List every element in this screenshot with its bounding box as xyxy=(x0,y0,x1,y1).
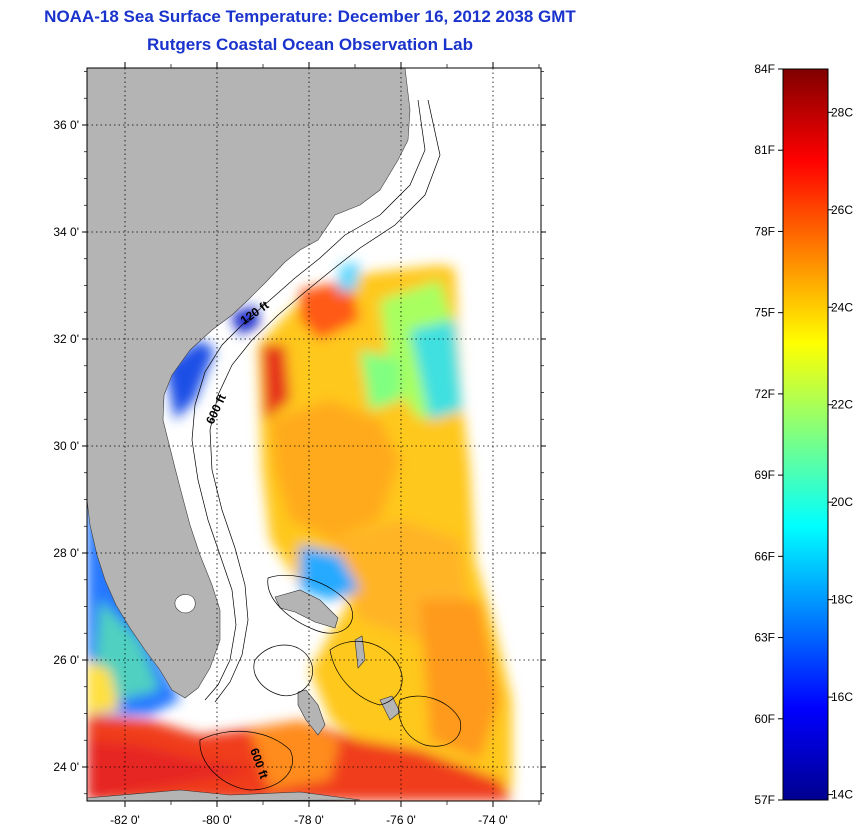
longitude-axis: -82 0' -80 0' -78 0' -76 0' -74 0' xyxy=(110,62,540,827)
lon-tick-label: -78 0' xyxy=(294,813,324,827)
latitude-axis: 36 0' 34 0' 32 0' 30 0' 28 0' 26 0' 24 0' xyxy=(53,71,546,795)
sst-cool-patch xyxy=(300,545,360,600)
contour-bank xyxy=(329,641,403,706)
colorbar-c-label: 14C xyxy=(831,788,853,802)
contour-bank xyxy=(253,644,313,697)
andros-island xyxy=(297,689,326,736)
us-southeast-landmass xyxy=(87,68,411,699)
sst-warm-patch xyxy=(262,345,290,420)
colorbar-f-label: 84F xyxy=(754,62,775,76)
colorbar-fahrenheit-axis: 84F 81F 78F 75F 72F 69F 66F 63F 60F 57F xyxy=(754,62,783,807)
contour-deep xyxy=(199,730,293,791)
sst-gulf-warm xyxy=(87,660,120,715)
lat-tick-label: 24 0' xyxy=(53,760,79,774)
sst-patch xyxy=(270,400,400,540)
lat-tick-label: 36 0' xyxy=(53,118,79,132)
colorbar-f-label: 60F xyxy=(754,712,775,726)
colorbar-f-label: 75F xyxy=(754,306,775,320)
lat-tick-label: 28 0' xyxy=(53,546,79,560)
sst-nearshore-cold xyxy=(230,305,260,335)
colorbar-c-label: 20C xyxy=(831,495,853,509)
lon-tick-label: -74 0' xyxy=(478,813,508,827)
colorbar-f-label: 57F xyxy=(754,793,775,807)
contour-600ft xyxy=(209,99,441,703)
sst-patch xyxy=(250,720,340,790)
colorbar-c-label: 16C xyxy=(831,690,853,704)
colorbar-c-label: 24C xyxy=(831,300,853,314)
colorbar-f-label: 69F xyxy=(754,468,775,482)
sst-cool-patch xyxy=(410,320,462,420)
lon-tick-label: -80 0' xyxy=(202,813,232,827)
map-title: NOAA-18 Sea Surface Temperature: Decembe… xyxy=(44,7,576,26)
colorbar-c-label: 18C xyxy=(831,593,853,607)
colorbar-c-label: 26C xyxy=(831,203,853,217)
lon-tick-label: -82 0' xyxy=(110,813,140,827)
contour-bank xyxy=(398,695,462,747)
lat-tick-label: 34 0' xyxy=(53,225,79,239)
map-frame xyxy=(86,67,542,802)
contour-120ft xyxy=(191,99,426,701)
map-content xyxy=(87,68,512,801)
sst-warm-patch xyxy=(300,280,360,340)
sst-patch xyxy=(420,600,500,760)
lat-tick-label: 32 0' xyxy=(53,332,79,346)
bahamas-island xyxy=(379,695,401,721)
sst-cool-patch xyxy=(338,262,360,292)
lon-tick-label: -76 0' xyxy=(386,813,416,827)
colorbar-f-label: 66F xyxy=(754,549,775,563)
colorbar-f-label: 81F xyxy=(754,143,775,157)
colorbar-f-label: 63F xyxy=(754,631,775,645)
contour-little-bahama-bank xyxy=(267,574,353,634)
colorbar-f-label: 78F xyxy=(754,224,775,238)
sst-cool-patch xyxy=(360,350,400,410)
lat-tick-label: 30 0' xyxy=(53,439,79,453)
colorbar-c-label: 28C xyxy=(831,105,853,119)
colorbar xyxy=(782,68,829,801)
sst-straits xyxy=(87,740,260,801)
sst-data-layer xyxy=(87,262,512,801)
lat-tick-label: 26 0' xyxy=(53,653,79,667)
grand-bahama-island xyxy=(274,589,339,629)
colorbar-celsius-axis: 28C 26C 24C 22C 20C 18C 16C 14C xyxy=(828,105,853,802)
grid-lines xyxy=(87,68,541,801)
colorbar-f-label: 72F xyxy=(754,387,775,401)
bathymetry-contours xyxy=(191,99,462,791)
colorbar-c-label: 22C xyxy=(831,398,853,412)
lake-okeechobee xyxy=(174,594,196,614)
cuba-coast xyxy=(87,789,361,801)
map-subtitle: Rutgers Coastal Ocean Observation Lab xyxy=(147,35,473,54)
